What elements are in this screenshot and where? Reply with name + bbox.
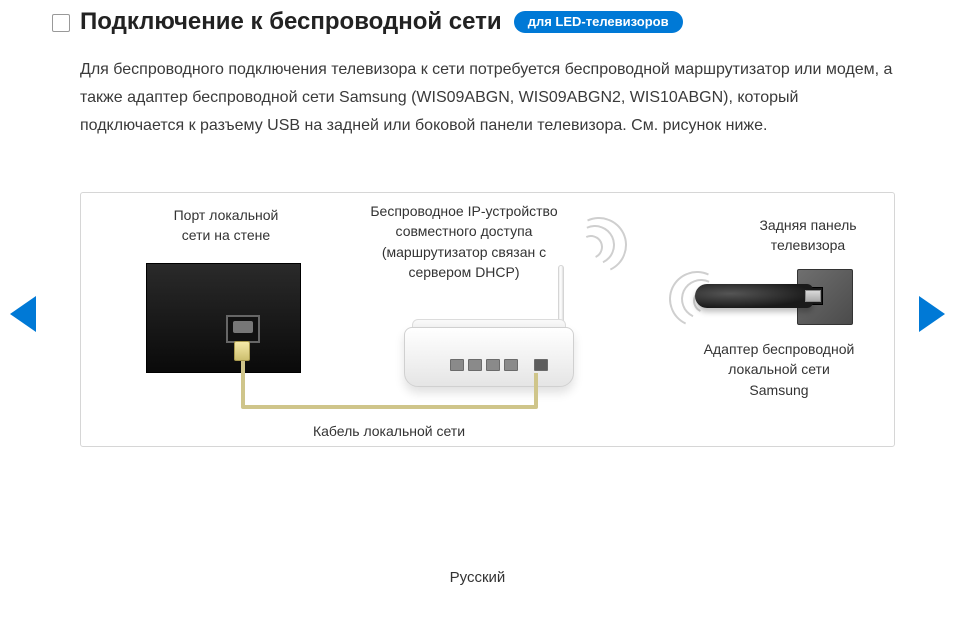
prev-page-arrow[interactable] bbox=[10, 296, 36, 332]
router-ports bbox=[450, 359, 548, 371]
lan-port-icon bbox=[504, 359, 518, 371]
label-line: Задняя панель bbox=[713, 215, 903, 235]
intro-paragraph: Для беспроводного подключения телевизора… bbox=[80, 56, 895, 140]
router-body bbox=[404, 327, 574, 387]
footer-language: Русский bbox=[0, 569, 955, 586]
page: Подключение к беспроводной сети для LED-… bbox=[0, 0, 955, 624]
label-adapter: Адаптер беспроводной локальной сети Sams… bbox=[669, 339, 889, 400]
label-line: локальной сети bbox=[669, 359, 889, 379]
lan-port-icon bbox=[486, 359, 500, 371]
wan-port-icon bbox=[534, 359, 548, 371]
wifi-signal-icon bbox=[579, 215, 639, 275]
label-lan-cable: Кабель локальной сети bbox=[259, 421, 519, 441]
label-tv-back: Задняя панель телевизора bbox=[713, 215, 903, 256]
wall-jack-port-icon bbox=[233, 321, 253, 333]
led-tv-badge: для LED-телевизоров bbox=[514, 11, 683, 33]
rj45-plug-icon bbox=[234, 341, 250, 361]
lan-port-icon bbox=[450, 359, 464, 371]
wifi-adapter-dongle bbox=[695, 284, 813, 308]
label-router: Беспроводное IP-устройство совместного д… bbox=[334, 201, 594, 282]
label-wall-port: Порт локальной сети на стене bbox=[126, 205, 326, 246]
label-line: сети на стене bbox=[126, 225, 326, 245]
bullet-square-icon bbox=[52, 14, 70, 32]
label-line: Порт локальной bbox=[126, 205, 326, 225]
wall-lan-plate bbox=[146, 263, 301, 373]
page-title: Подключение к беспроводной сети bbox=[80, 8, 502, 36]
label-line: (маршрутизатор связан с bbox=[334, 242, 594, 262]
wireless-router bbox=[404, 301, 584, 389]
lan-port-icon bbox=[468, 359, 482, 371]
section-header: Подключение к беспроводной сети для LED-… bbox=[52, 8, 683, 36]
label-line: совместного доступа bbox=[334, 221, 594, 241]
label-line: Адаптер беспроводной bbox=[669, 339, 889, 359]
label-line: телевизора bbox=[713, 235, 903, 255]
next-page-arrow[interactable] bbox=[919, 296, 945, 332]
connection-diagram: Порт локальной сети на стене Беспроводно… bbox=[80, 192, 895, 447]
label-line: Samsung bbox=[669, 380, 889, 400]
label-line: Беспроводное IP-устройство bbox=[334, 201, 594, 221]
usb-connector-icon bbox=[805, 290, 821, 302]
label-line: сервером DHCP) bbox=[334, 262, 594, 282]
